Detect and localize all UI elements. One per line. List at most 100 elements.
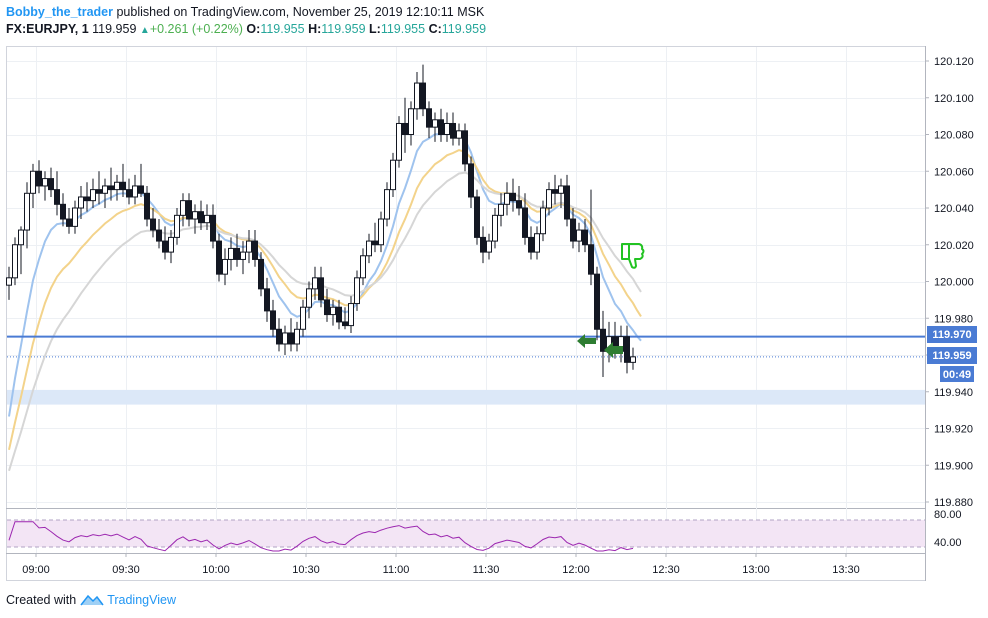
publication-header: Bobby_the_trader published on TradingVie…	[6, 5, 484, 19]
candle	[84, 182, 90, 212]
candle-body	[492, 214, 498, 242]
tradingview-brand[interactable]: TradingView	[107, 593, 176, 607]
candle-body	[276, 328, 282, 345]
candle	[120, 163, 126, 197]
candle	[426, 101, 432, 139]
author-name[interactable]: Bobby_the_trader	[6, 5, 113, 19]
ma-fast-line	[8, 130, 642, 417]
candle-body	[186, 200, 192, 220]
candle	[192, 204, 198, 234]
candle	[168, 230, 174, 264]
candle	[462, 123, 468, 172]
candle-body	[42, 178, 48, 187]
candle-body	[456, 130, 462, 139]
candle-body	[534, 233, 540, 253]
candle	[378, 211, 384, 253]
candle-body	[486, 240, 492, 253]
candle	[438, 108, 444, 142]
candle-body	[432, 119, 438, 128]
candle	[528, 226, 534, 260]
candle-body	[192, 211, 198, 220]
candle-body	[324, 299, 330, 316]
candle	[270, 299, 276, 337]
symbol-name: FX:EURJPY, 1	[6, 22, 89, 36]
candle-body	[156, 229, 162, 242]
time-tick-label: 13:30	[832, 564, 860, 576]
price-tick-label: 119.920	[934, 424, 973, 436]
candle-body	[300, 306, 306, 330]
candle-body	[12, 244, 18, 279]
candle-body	[144, 192, 150, 220]
candle-body	[48, 178, 54, 191]
candle	[66, 208, 72, 234]
candle-body	[564, 185, 570, 220]
low-label: L:	[369, 22, 381, 36]
price-tick-label: 120.060	[934, 166, 974, 178]
tradingview-logo-icon	[80, 594, 104, 606]
candle	[126, 178, 132, 205]
price-tick-label: 120.000	[934, 277, 974, 289]
candle-body	[138, 185, 144, 194]
candle-body	[228, 247, 234, 260]
candle	[162, 226, 168, 260]
candle-body	[390, 159, 396, 191]
low-value: 119.955	[380, 22, 426, 36]
candle-body	[60, 203, 66, 220]
candle	[396, 116, 402, 168]
candle-body	[480, 236, 486, 253]
candle-body	[240, 251, 246, 260]
price-axis[interactable]: 120.120 120.100 120.080 120.060 120.040 120.0…	[925, 56, 974, 509]
candle	[312, 266, 318, 300]
candle-body	[216, 240, 222, 275]
candle-body	[294, 328, 300, 345]
candle	[582, 219, 588, 253]
candle-body	[342, 321, 348, 327]
candle	[390, 152, 396, 197]
candle	[402, 97, 408, 153]
price-tick-label: 120.040	[934, 203, 974, 215]
candle	[294, 321, 300, 352]
candle-body	[594, 273, 600, 330]
candle-body	[462, 130, 468, 165]
candle-body	[522, 207, 528, 238]
candle-body	[312, 277, 318, 290]
candle	[546, 182, 552, 216]
candle	[594, 266, 600, 341]
price-tick-label: 119.900	[934, 460, 973, 472]
candle	[246, 230, 252, 264]
candle-body	[402, 122, 408, 135]
countdown-text: 00:49	[943, 369, 971, 381]
candle	[258, 252, 264, 297]
candle	[156, 219, 162, 249]
candle	[444, 112, 450, 142]
candle	[264, 277, 270, 322]
rsi-band	[7, 520, 925, 547]
time-axis[interactable]: 09:00 09:30 10:00 10:30 11:00 11:30 12:00 12:30…	[22, 553, 860, 576]
candle	[282, 325, 288, 355]
candle-body	[120, 181, 126, 191]
candle-body	[30, 170, 36, 194]
candle	[564, 174, 570, 227]
candle-body	[36, 170, 42, 187]
candle-body	[426, 108, 432, 128]
candle	[420, 64, 426, 117]
candle-body	[6, 277, 12, 286]
candle-body	[546, 189, 552, 209]
candle	[114, 174, 120, 201]
price-tick-label: 120.100	[934, 93, 974, 105]
candle	[174, 208, 180, 245]
candle-body	[174, 214, 180, 238]
candle-body	[528, 236, 534, 253]
time-tick-label: 09:30	[112, 564, 140, 576]
candle	[456, 123, 462, 146]
published-text: published on TradingView.com, November 2…	[112, 5, 485, 19]
candle	[432, 112, 438, 142]
candle	[354, 270, 360, 311]
candle	[288, 318, 294, 352]
candle	[480, 226, 486, 264]
candle	[18, 226, 24, 275]
time-tick-label: 09:00	[22, 564, 50, 576]
last-price: 119.959	[92, 22, 137, 36]
candle-body	[318, 277, 324, 301]
